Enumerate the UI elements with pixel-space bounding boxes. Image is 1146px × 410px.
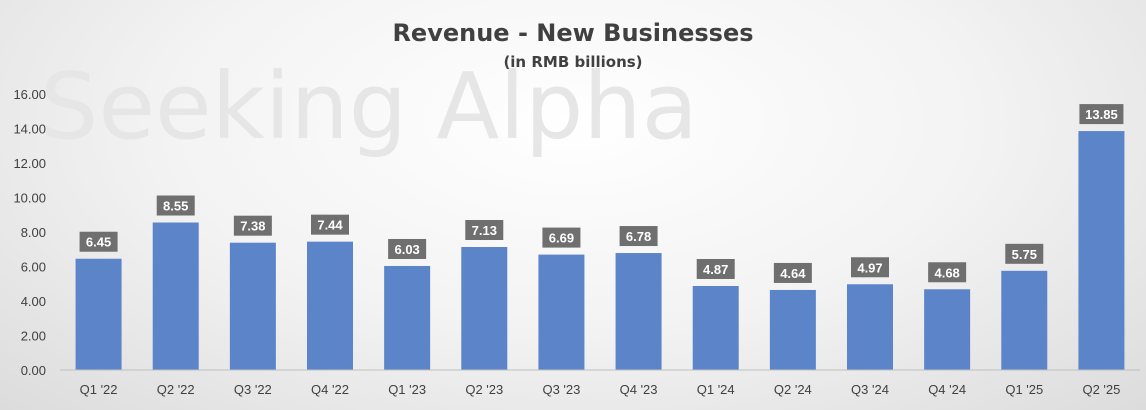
bar [1001,270,1048,370]
bar [847,284,893,370]
x-tick-label: Q2 '24 [774,382,812,397]
x-tick-label: Q2 '25 [1082,382,1120,397]
data-label-box [79,231,118,252]
data-label: 7.13 [472,223,497,238]
data-label-box [311,214,349,235]
data-label-box [696,258,735,279]
y-tick-label: 14.00 [13,122,46,137]
bar [769,289,816,370]
data-label-box [1005,243,1044,264]
data-label-box [619,226,658,247]
data-label: 6.69 [549,231,574,246]
data-label-box [156,195,195,216]
bar [461,247,508,370]
y-tick-label: 16.00 [13,87,46,102]
data-label-box [851,257,889,278]
bar [75,258,122,370]
data-label: 4.68 [934,265,959,280]
bar [692,285,739,370]
y-axis: 0.00 2.00 4.00 6.00 8.00 10.00 12.00 14.00 16.00 [13,87,46,378]
chart-subtitle: (in RMB billions) [503,53,642,71]
y-tick-label: 8.00 [21,225,46,240]
chart-title: Revenue - New Businesses [392,19,753,47]
x-tick-label: Q2 '23 [465,382,503,397]
bar [384,265,431,370]
data-label: 4.64 [780,266,806,281]
data-label: 6.78 [626,229,651,244]
bar [1078,131,1125,370]
y-tick-label: 2.00 [21,329,46,344]
bars-group: 6.45 8.55 7.38 7.44 6.03 7.13 6.69 6.78 4.87 4.64… [75,104,1125,370]
x-tick-label: Q3 '23 [542,382,580,397]
x-tick-label: Q1 '22 [80,382,118,397]
bar [152,222,199,370]
data-label-box [233,215,272,236]
data-label: 8.55 [163,199,188,214]
data-label: 4.97 [857,260,882,275]
x-tick-label: Q3 '24 [851,382,889,397]
x-tick-label: Q4 '24 [928,382,966,397]
x-tick-label: Q4 '22 [311,382,349,397]
bar [307,241,353,370]
x-tick-label: Q1 '24 [697,382,735,397]
x-tick-label: Q3 '22 [234,382,272,397]
y-tick-label: 10.00 [13,191,46,206]
data-label-box [542,227,581,248]
data-label: 7.44 [317,218,343,233]
bar [229,242,276,370]
data-label-box [773,262,812,283]
data-label: 6.03 [394,242,419,257]
x-tick-label: Q1 '25 [1005,382,1043,397]
data-label-box [388,238,427,259]
y-tick-label: 12.00 [13,156,46,171]
x-tick-label: Q2 '22 [157,382,195,397]
data-label: 4.87 [703,262,728,277]
data-label: 7.38 [240,219,265,234]
data-label: 6.45 [86,235,111,250]
bar [924,289,971,370]
data-label-box [465,220,504,241]
data-label: 5.75 [1012,247,1037,262]
data-label-box [1079,104,1124,125]
x-tick-label: Q4 '23 [620,382,658,397]
y-tick-label: 0.00 [21,363,46,378]
data-label-box [928,262,967,283]
bar [538,254,585,370]
data-label: 13.85 [1085,107,1118,122]
watermark: Seeking Alpha [40,53,698,160]
x-tick-label: Q1 '23 [388,382,426,397]
y-tick-label: 4.00 [21,294,46,309]
bar [615,253,662,370]
x-axis: Q1 '22 Q2 '22 Q3 '22 Q4 '22 Q1 '23 Q2 '23 Q3 '… [80,382,1121,397]
y-tick-label: 6.00 [21,260,46,275]
